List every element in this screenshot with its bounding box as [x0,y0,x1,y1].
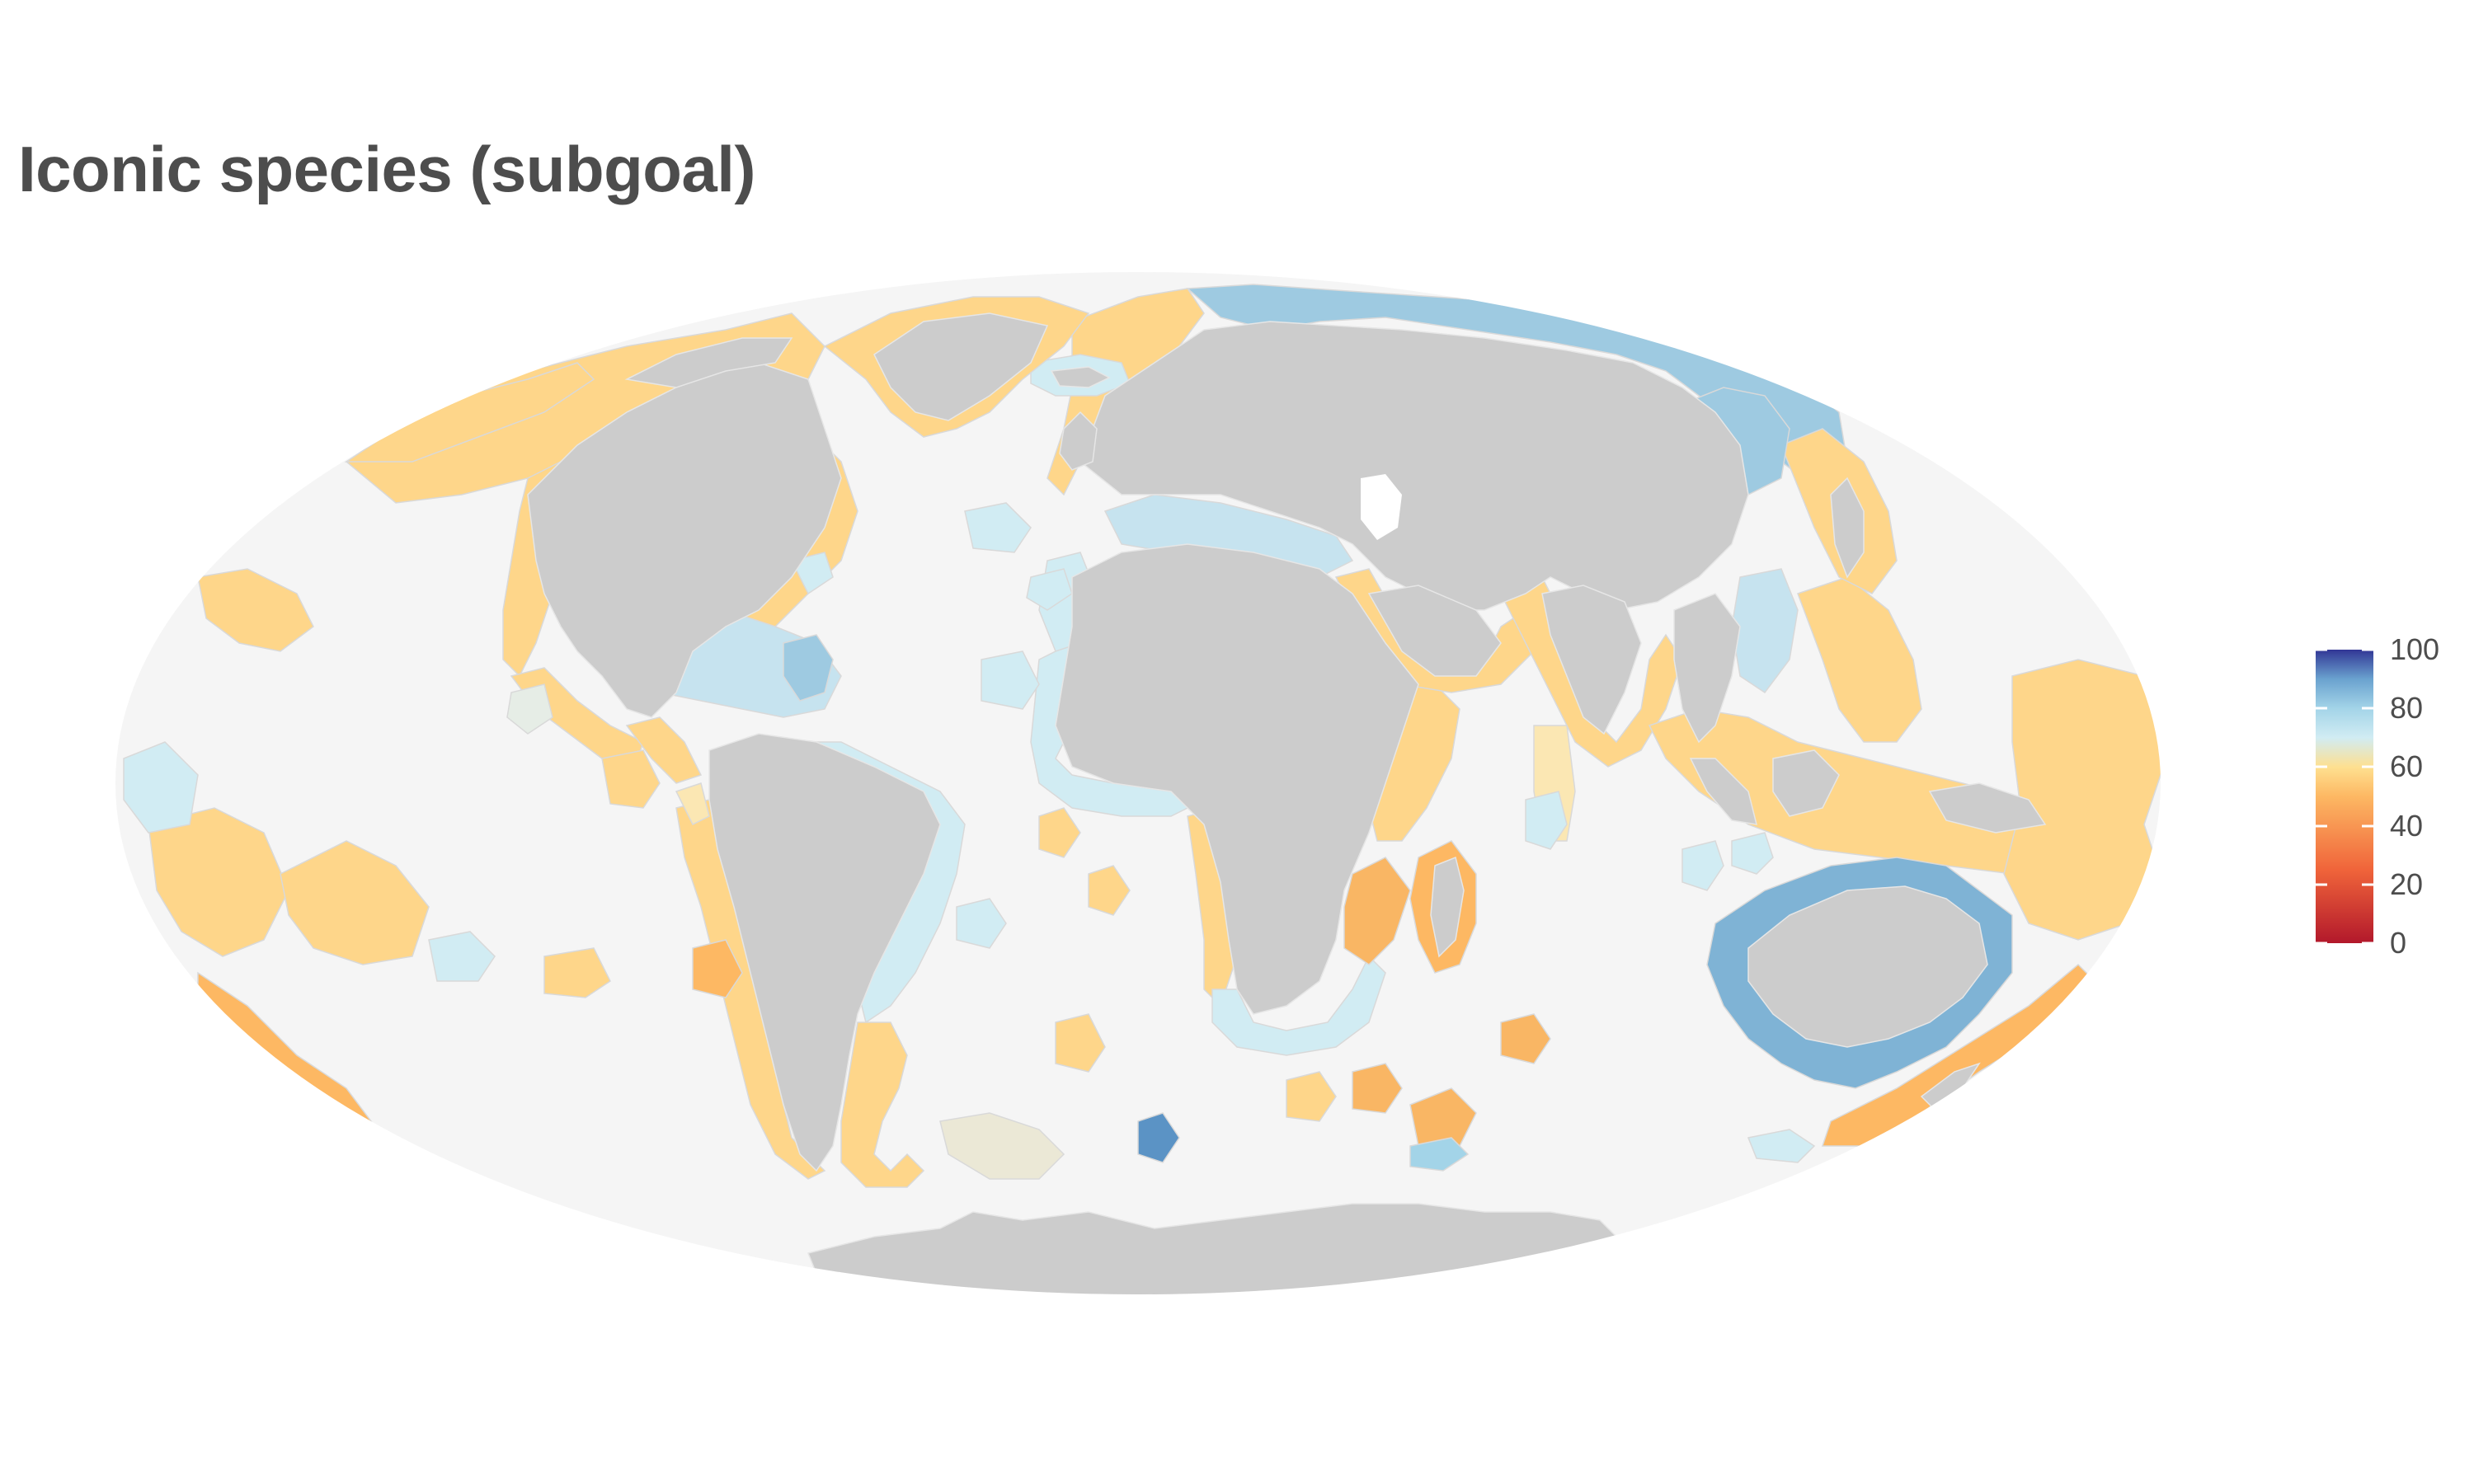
land-australia [1747,885,1988,1048]
region-madeira[interactable] [1026,568,1073,611]
land-arctic-archipelago [624,337,793,388]
legend-label-80: 80 [2390,691,2424,725]
land-uk [1059,411,1098,471]
land-japan [1830,477,1865,579]
region-clipperton[interactable] [506,683,553,735]
land-eurasia [1079,321,1749,611]
region-azores[interactable] [964,502,1032,553]
region-amsterdam[interactable] [1500,1013,1551,1064]
region-argentina[interactable] [840,1021,925,1188]
region-peru[interactable] [675,782,710,826]
legend-label-100: 100 [2390,632,2440,666]
region-south-africa[interactable] [1211,955,1386,1056]
land-africa [1055,543,1419,1015]
legend-label-0: 0 [2390,926,2407,960]
legend-label-60: 60 [2390,749,2424,783]
region-easter[interactable] [543,947,611,998]
region-antilles[interactable] [783,634,834,702]
region-tristan[interactable] [1055,1013,1106,1073]
map-layers [123,284,2177,1294]
region-marion[interactable] [1286,1071,1337,1122]
caspian-sea [1361,474,1402,540]
region-macquarie[interactable] [1747,1129,1816,1163]
legend-label-40: 40 [2390,809,2424,843]
region-falklands[interactable] [939,1112,1065,1180]
region-pacific-west-a[interactable] [148,807,289,957]
map-title: Iconic species (subgoal) [18,133,755,205]
land-sumatra [1689,758,1758,825]
land-madagascar [1430,856,1465,958]
region-galapagos[interactable] [601,749,661,809]
region-pacific-west-e[interactable] [428,931,496,982]
land-greenland [873,312,1049,421]
land-arabia [1367,585,1502,677]
region-chagos[interactable] [1525,791,1568,850]
land-india [1541,585,1642,735]
region-melanesia[interactable] [2003,659,2177,941]
region-heard[interactable] [1409,1137,1470,1172]
region-st-helena[interactable] [1038,807,1081,858]
region-central-america[interactable] [625,716,703,784]
region-bouvet[interactable] [1137,1112,1180,1163]
region-hawaii[interactable] [197,568,314,652]
region-crozet[interactable] [1352,1063,1403,1114]
land-iceland [1050,366,1111,388]
region-cocos[interactable] [1731,832,1774,875]
region-ascension[interactable] [1088,865,1131,916]
land-indochina [1673,593,1741,744]
land-borneo [1772,749,1840,817]
region-kerguelen[interactable] [1409,1087,1477,1147]
region-mozambique[interactable] [1343,857,1411,965]
land-new-guinea [1928,782,2047,834]
region-trindade[interactable] [956,898,1007,949]
land-south-america [708,733,941,1172]
region-juan-fernandez[interactable] [692,939,743,998]
land [527,312,2047,1294]
region-cape-verde[interactable] [981,650,1040,710]
region-pacific-west-b[interactable] [280,840,430,965]
legend-label-20: 20 [2390,867,2424,901]
legend-colorbar [2316,650,2373,943]
region-philippines[interactable] [1797,576,1922,743]
legend-ticks [2316,648,2373,945]
region-christmas-island[interactable] [1681,840,1724,891]
region-pacific-west-d[interactable] [123,741,199,834]
